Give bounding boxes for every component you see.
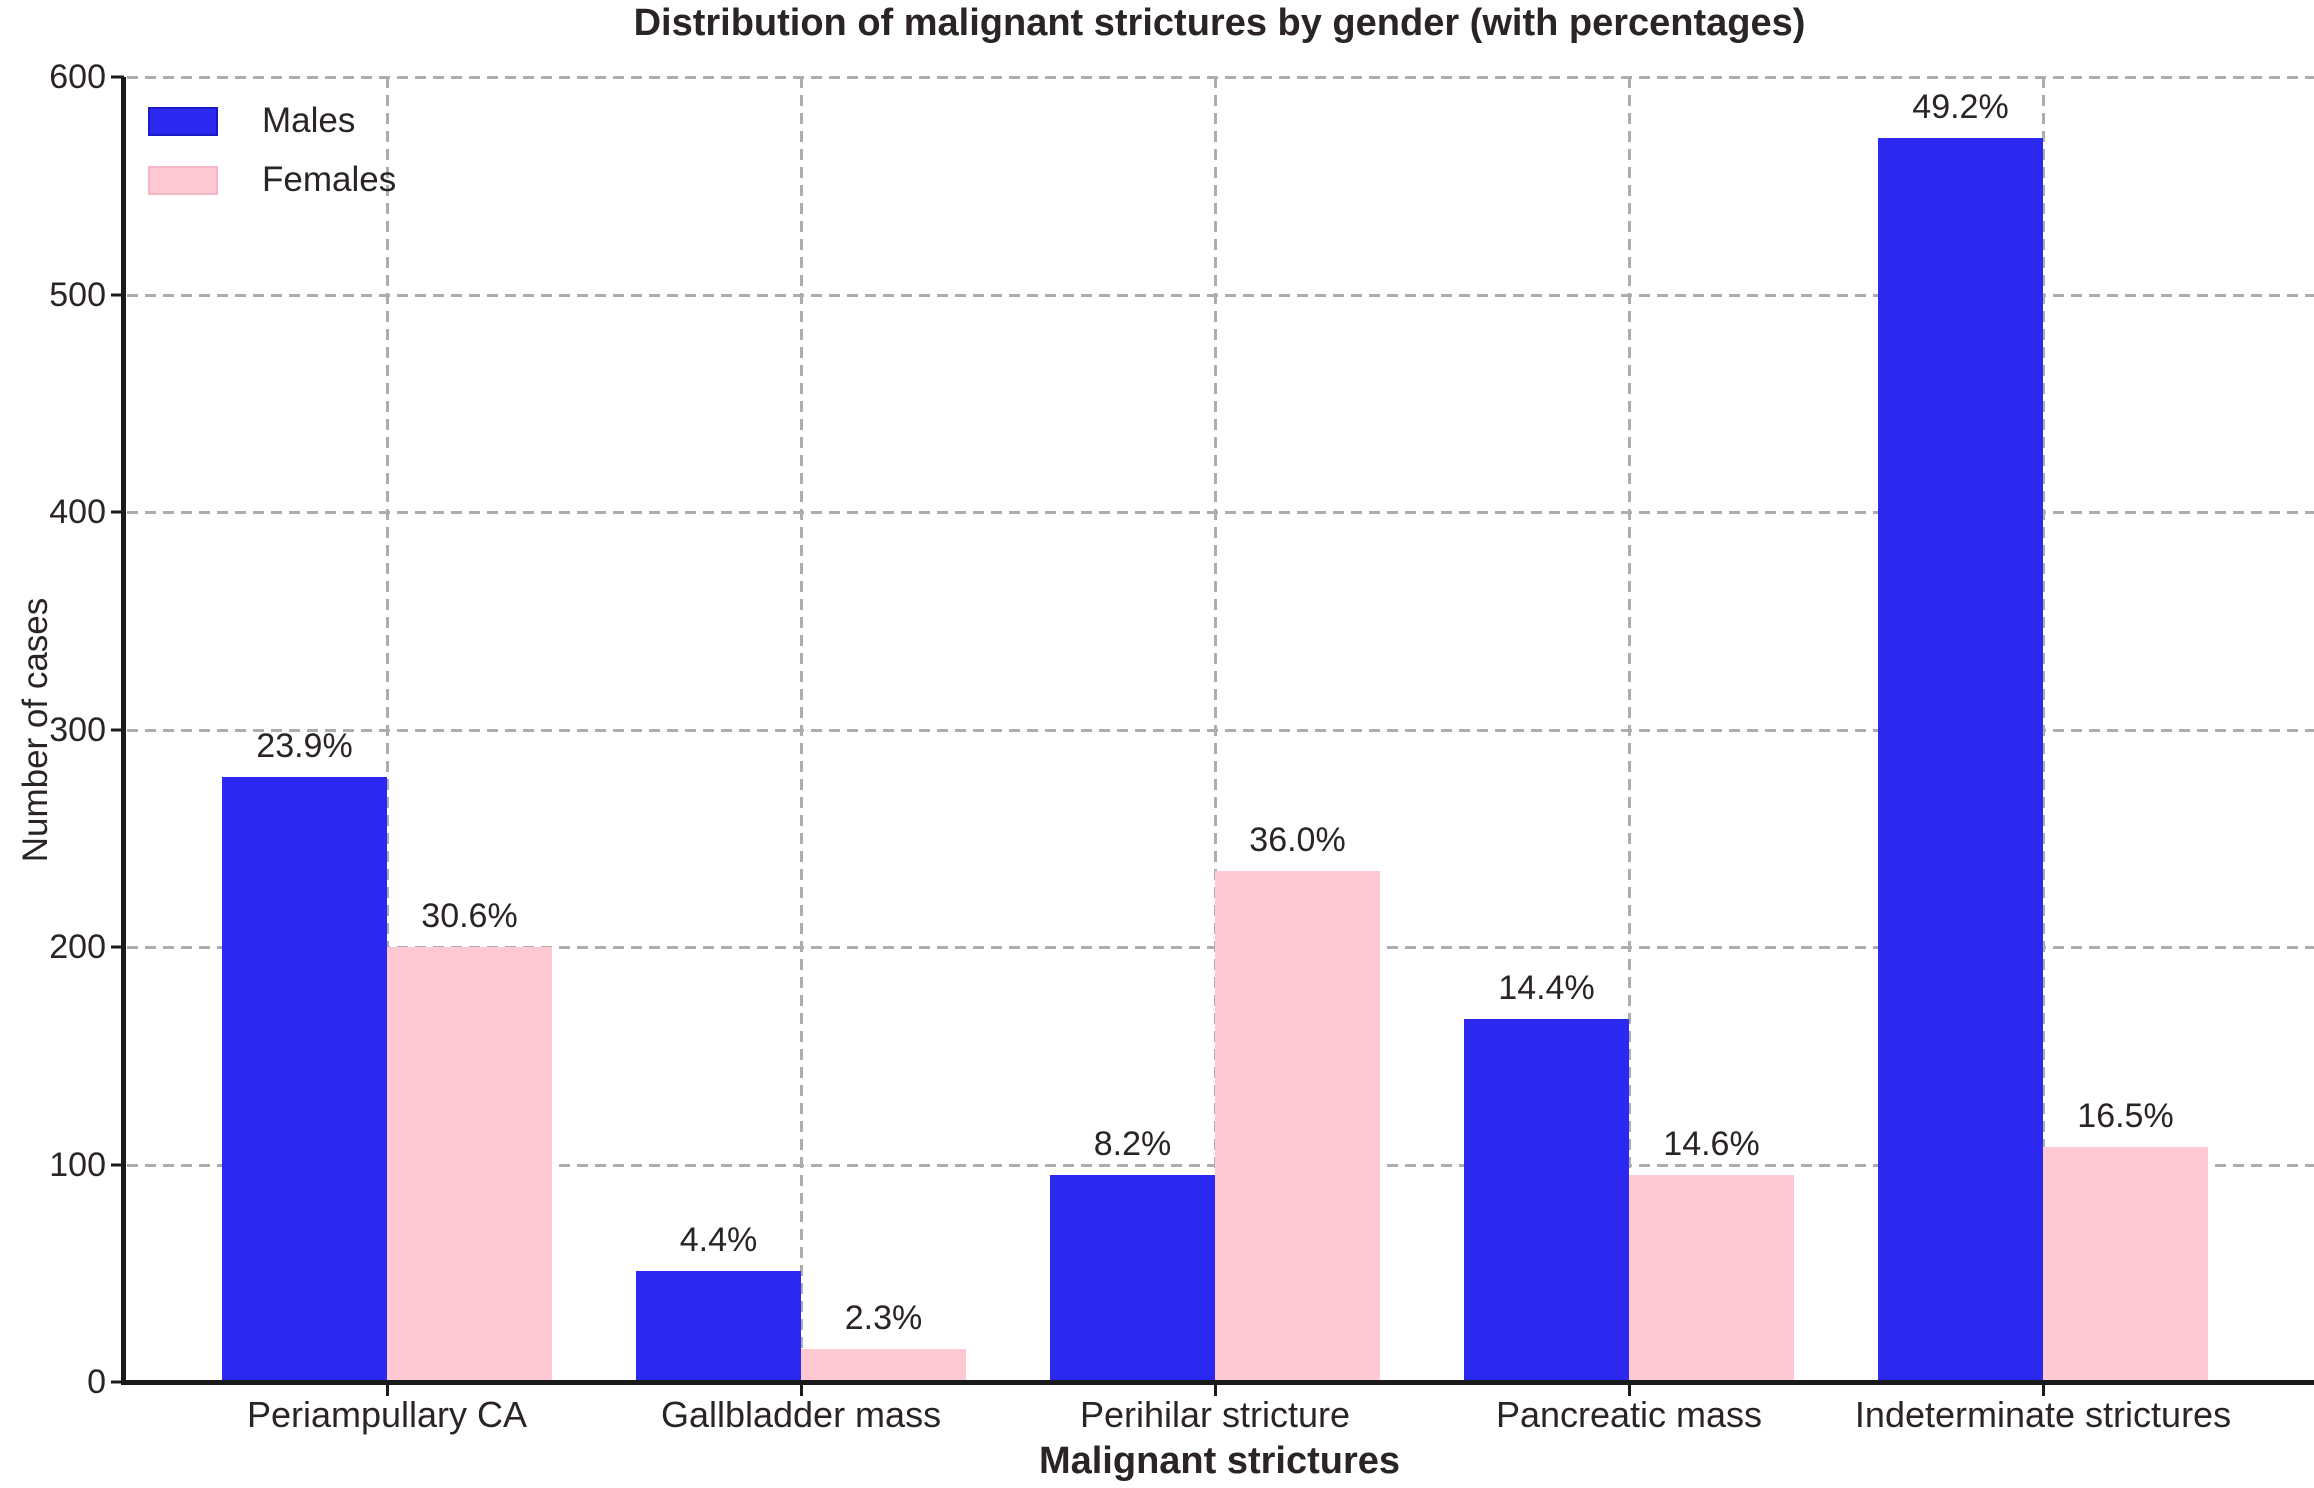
males-bar xyxy=(1464,1018,1629,1382)
x-axis-tick xyxy=(1214,1383,1217,1396)
percentage-label: 30.6% xyxy=(421,897,518,935)
x-axis-tick xyxy=(2042,1383,2045,1396)
females-bar xyxy=(1629,1175,1794,1382)
legend-entry: Males xyxy=(148,102,396,140)
x-tick-label: Indeterminate strictures xyxy=(1854,1394,2232,1435)
x-axis-title: Malignant strictures xyxy=(1038,1440,1401,1482)
females-bar xyxy=(801,1349,966,1382)
x-axis-tick xyxy=(1628,1383,1631,1396)
h-gridline xyxy=(127,728,2314,732)
x-tick-label: Pancreatic mass xyxy=(1495,1394,1763,1435)
y-axis-tick xyxy=(111,293,124,296)
v-gridline xyxy=(386,77,389,1382)
y-tick-label: 300 xyxy=(49,710,106,749)
h-gridline xyxy=(127,293,2314,297)
y-tick-label: 200 xyxy=(49,928,106,966)
legend-swatch xyxy=(148,165,218,195)
males-bar xyxy=(222,777,387,1382)
chart-title: Distribution of malignant strictures by … xyxy=(633,2,1806,44)
x-axis-tick xyxy=(800,1383,803,1396)
y-axis-tick xyxy=(111,75,124,79)
males-bar xyxy=(1878,137,2043,1382)
v-gridline xyxy=(2042,77,2045,1382)
males-bar xyxy=(636,1271,801,1382)
v-gridline xyxy=(1628,77,1631,1382)
x-tick-label: Perihilar stricture xyxy=(1079,1394,1351,1435)
x-tick-label: Gallbladder mass xyxy=(660,1394,942,1435)
percentage-label: 16.5% xyxy=(2077,1097,2174,1136)
h-gridline xyxy=(127,511,2314,514)
percentage-label: 14.4% xyxy=(1498,968,1595,1007)
percentage-label: 36.0% xyxy=(1249,820,1346,859)
legend-label: Males xyxy=(262,101,356,140)
males-bar xyxy=(1050,1175,1215,1382)
y-tick-label: 600 xyxy=(49,58,106,96)
y-axis-tick xyxy=(111,728,124,731)
y-axis-tick xyxy=(111,1163,124,1166)
v-gridline xyxy=(1214,77,1217,1382)
y-tick-label: 400 xyxy=(49,493,106,531)
y-axis-tick xyxy=(111,510,124,514)
percentage-label: 8.2% xyxy=(1093,1125,1172,1164)
females-bar xyxy=(2043,1147,2208,1382)
x-tick-label: Periampullary CA xyxy=(246,1394,528,1435)
x-axis-tick xyxy=(386,1383,389,1396)
y-axis-tick xyxy=(111,945,124,949)
legend: Males Females xyxy=(148,102,396,220)
legend-label: Females xyxy=(262,160,397,199)
percentage-label: 49.2% xyxy=(1912,87,2009,126)
percentage-label: 4.4% xyxy=(679,1221,758,1260)
y-tick-label: 0 xyxy=(87,1363,106,1401)
y-axis-line xyxy=(121,77,126,1385)
legend-entry: Females xyxy=(148,161,396,199)
percentage-label: 23.9% xyxy=(256,727,353,766)
percentage-label: 14.6% xyxy=(1663,1125,1760,1164)
y-axis-tick xyxy=(111,1380,124,1384)
y-tick-label: 100 xyxy=(49,1145,106,1184)
y-tick-label: 500 xyxy=(49,275,106,314)
females-bar xyxy=(1215,870,1380,1382)
percentage-label: 2.3% xyxy=(844,1299,923,1338)
h-gridline xyxy=(127,76,2314,79)
v-gridline xyxy=(800,77,803,1382)
females-bar xyxy=(387,947,552,1382)
legend-swatch xyxy=(148,106,218,136)
x-axis-line xyxy=(121,1380,2314,1385)
